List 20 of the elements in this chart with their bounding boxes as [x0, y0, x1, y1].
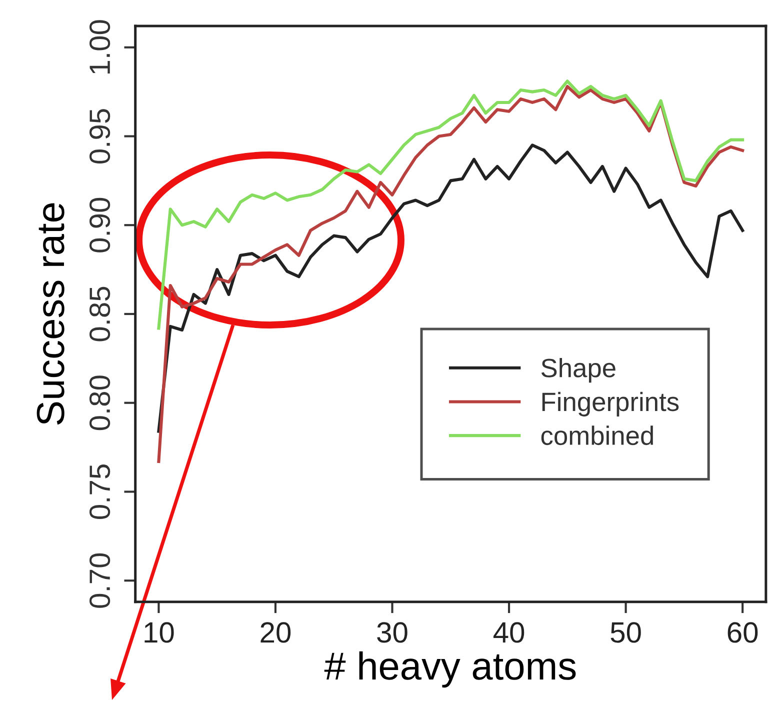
y-tick-label: 1.00	[89, 20, 110, 74]
x-tick-label: 20	[260, 622, 291, 643]
y-tick-label: 0.85	[89, 286, 110, 342]
x-tick-label: 40	[493, 622, 524, 643]
y-tick-label: 0.90	[89, 198, 110, 252]
x-tick-label: 60	[728, 622, 758, 643]
legend-label: combined	[541, 426, 653, 446]
legend-label: Shape	[541, 358, 616, 383]
line-series	[157, 84, 744, 464]
legend-label: Fingerprints	[542, 392, 679, 416]
line-series	[157, 80, 744, 330]
y-tick-label: 0.80	[89, 376, 110, 430]
x-tick-label: 50	[610, 622, 641, 643]
y-tick-label: 0.70	[89, 553, 110, 608]
y-tick-label: 0.75	[89, 464, 110, 519]
x-axis-title: # heavy atoms	[324, 651, 576, 688]
y-tick-label: 0.95	[89, 109, 110, 164]
y-axis-title: Success rate	[36, 203, 64, 425]
x-tick-label: 10	[144, 622, 174, 643]
x-tick-label: 30	[377, 622, 408, 643]
